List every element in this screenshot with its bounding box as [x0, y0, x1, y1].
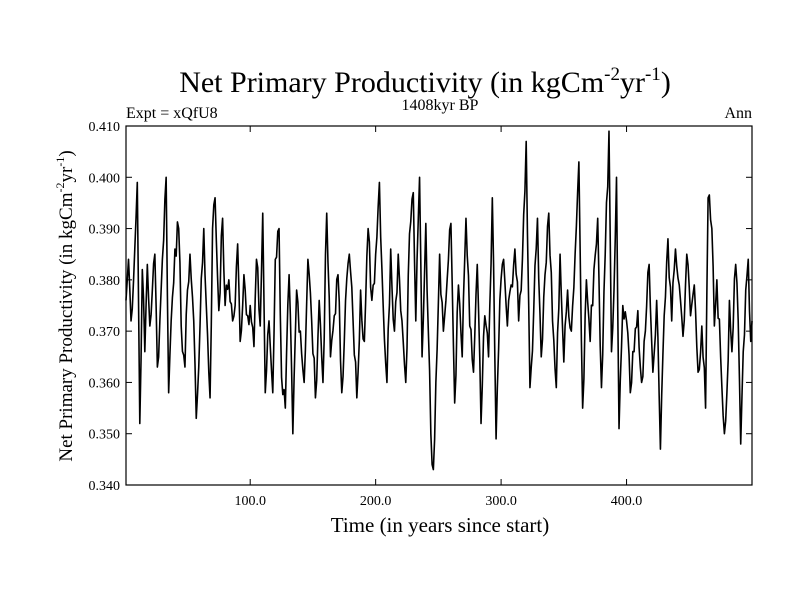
chart-title-mid: yr [620, 66, 645, 99]
y-tick-label: 0.380 [89, 274, 121, 289]
y-tick-label: 0.400 [89, 171, 121, 186]
subtitle-left: Expt = xQfU8 [126, 105, 218, 122]
y-axis-label-main: Net Primary Productivity (in kgCm [56, 192, 77, 461]
chart-title-main: Net Primary Productivity (in kgCm [179, 66, 604, 99]
y-tick-label: 0.360 [89, 376, 121, 391]
chart-title: Net Primary Productivity (in kgCm-2yr-1) [179, 64, 671, 99]
y-tick-label: 0.410 [89, 120, 121, 135]
y-tick-label: 0.370 [89, 325, 121, 340]
y-axis-label-end: ) [56, 150, 77, 156]
y-tick-label: 0.350 [89, 428, 121, 443]
x-tick-label: 200.0 [360, 494, 392, 509]
y-axis-label-sup1: -2 [53, 183, 67, 193]
subtitle-right: Ann [724, 105, 752, 122]
y-axis-label-sup2: -1 [53, 157, 67, 167]
y-tick-label: 0.390 [89, 223, 121, 238]
y-tick-label: 0.340 [89, 479, 121, 494]
plot-frame [125, 125, 753, 486]
x-tick-label: 400.0 [611, 494, 643, 509]
series-line [125, 130, 753, 471]
x-axis: 100.0 200.0 300.0 400.0 [234, 126, 642, 509]
x-tick-label: 100.0 [234, 494, 266, 509]
y-axis: 0.340 0.350 0.360 0.370 0.380 0.390 0.400 0.410 [89, 120, 752, 494]
subtitle-center: 1408kyr BP [402, 97, 479, 114]
chart-title-end: ) [661, 66, 671, 99]
y-axis-label-mid: yr [56, 166, 77, 183]
chart-title-sup2: -1 [645, 64, 661, 85]
x-tick-label: 300.0 [485, 494, 517, 509]
x-axis-label: Time (in years since start) [331, 513, 550, 537]
chart-title-sup1: -2 [604, 64, 620, 85]
y-axis-label: Net Primary Productivity (in kgCm-2yr-1) [53, 150, 77, 461]
